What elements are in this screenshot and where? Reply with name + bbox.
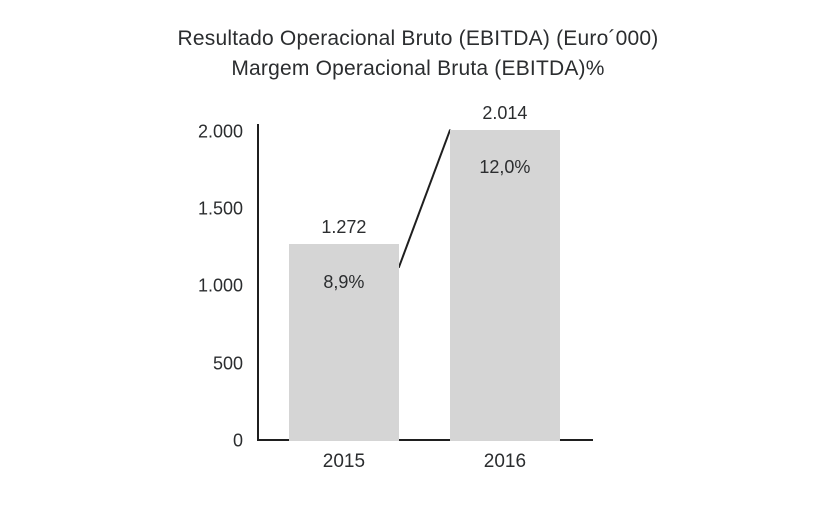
- bar: 2.01412,0%: [450, 130, 559, 441]
- bar-inner-label: 8,9%: [323, 272, 364, 293]
- x-tick-label: 2016: [484, 441, 526, 473]
- y-tick-label: 2.000: [198, 121, 257, 142]
- bar-value-label: 1.272: [321, 217, 366, 244]
- x-tick-label: 2015: [323, 441, 365, 473]
- y-tick-label: 1.500: [198, 199, 257, 220]
- y-tick-label: 500: [213, 353, 257, 374]
- bar-value-label: 2.014: [482, 103, 527, 130]
- y-tick-label: 0: [233, 431, 257, 452]
- chart-title-line-1: Resultado Operacional Bruto (EBITDA) (Eu…: [0, 24, 836, 54]
- chart-title-block: Resultado Operacional Bruto (EBITDA) (Eu…: [0, 0, 836, 84]
- bar: 1.2728,9%: [289, 244, 398, 441]
- y-axis: [257, 124, 259, 441]
- y-tick-label: 1.000: [198, 276, 257, 297]
- chart-title-line-2: Margem Operacional Bruta (EBITDA)%: [0, 54, 836, 84]
- ebitda-bar-chart: 05001.0001.5002.000201520161.2728,9%2.01…: [257, 124, 579, 441]
- bar-inner-label: 12,0%: [479, 157, 530, 178]
